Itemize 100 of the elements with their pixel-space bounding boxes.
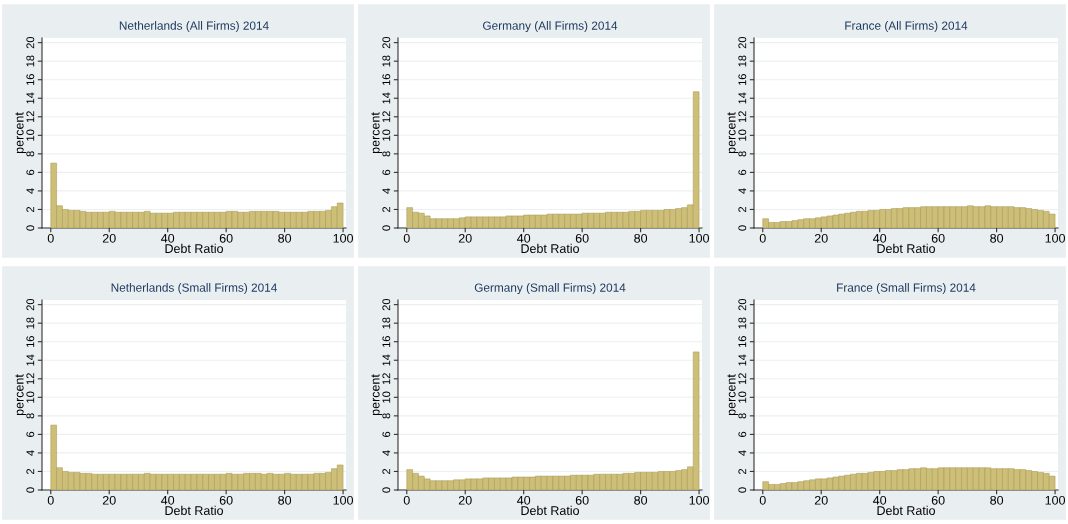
y-tick-label: 6 [26,169,35,175]
x-tick-label: 20 [458,495,472,505]
y-axis-title: percent [727,374,739,416]
y-tick-label: 20 [26,36,35,49]
y-tick-label: 16 [738,336,747,348]
y-tick-label: 10 [26,391,35,403]
y-tick-label: 12 [382,373,391,385]
y-tick-label: 2 [382,206,391,212]
y-tick-label: 6 [738,431,747,437]
y-axis-title: percent [727,112,739,154]
y-tick-label: 6 [26,431,35,437]
y-tick-label: 16 [738,74,747,86]
y-tick-label: 12 [26,373,35,385]
y-tick-label: 14 [738,354,747,366]
y-tick-label: 10 [382,129,391,141]
y-tick-label: 4 [382,188,391,194]
y-tick-label: 4 [382,450,391,456]
x-axis-title: Debt Ratio [877,243,936,253]
x-tick-label: 60 [931,495,945,505]
y-tick-label: 12 [738,111,747,123]
x-tick-label: 60 [575,233,589,243]
y-axis-title: percent [371,374,383,416]
y-tick-label: 4 [738,450,747,456]
y-tick-label: 20 [382,298,391,311]
y-tick-label: 8 [26,151,35,157]
y-tick-label: 10 [738,391,747,403]
y-tick-label: 4 [738,188,747,194]
x-tick-label: 0 [47,495,54,505]
y-tick-label: 18 [382,317,391,329]
y-tick-label: 12 [738,373,747,385]
x-tick-label: 20 [102,233,116,243]
y-axis-title: percent [371,112,383,154]
x-tick-label: 20 [102,495,116,505]
chart-title: Germany (Small Firms) 2014 [474,283,626,295]
y-tick-label: 10 [738,129,747,141]
chart-title: Netherlands (Small Firms) 2014 [111,283,277,295]
x-tick-label: 0 [403,495,410,505]
x-tick-label: 40 [161,233,175,243]
y-tick-label: 0 [382,487,391,493]
y-tick-label: 0 [738,487,747,493]
y-tick-label: 12 [382,111,391,123]
x-tick-label: 40 [517,495,531,505]
y-tick-label: 6 [382,169,391,175]
y-tick-label: 18 [738,55,747,67]
y-tick-label: 10 [26,129,35,141]
y-tick-label: 18 [738,317,747,329]
y-tick-label: 2 [738,468,747,474]
x-tick-label: 100 [689,495,710,505]
x-tick-label: 60 [931,233,945,243]
y-tick-label: 16 [382,336,391,348]
y-tick-label: 0 [738,225,747,231]
x-tick-label: 100 [1045,233,1066,243]
x-tick-label: 40 [161,495,175,505]
x-tick-label: 20 [814,233,828,243]
y-tick-label: 8 [382,151,391,157]
x-tick-label: 20 [458,233,472,243]
x-tick-label: 80 [634,495,648,505]
y-tick-label: 0 [26,487,35,493]
y-tick-label: 14 [382,354,391,366]
y-tick-label: 10 [382,391,391,403]
x-tick-label: 80 [278,233,292,243]
x-tick-label: 60 [219,495,233,505]
chart-title: Netherlands (All Firms) 2014 [119,21,269,33]
x-tick-label: 0 [47,233,54,243]
y-tick-label: 14 [26,92,35,104]
x-axis-title: Debt Ratio [521,505,580,515]
y-tick-label: 8 [738,413,747,419]
y-tick-label: 16 [382,74,391,86]
x-axis-title: Debt Ratio [521,243,580,253]
chart-title: France (Small Firms) 2014 [837,283,976,295]
x-axis-title: Debt Ratio [877,505,936,515]
y-tick-label: 2 [382,468,391,474]
x-tick-label: 40 [873,233,887,243]
x-tick-label: 40 [873,495,887,505]
y-tick-label: 20 [738,298,747,311]
y-tick-label: 14 [382,92,391,104]
x-tick-label: 100 [333,233,354,243]
x-tick-label: 80 [634,233,648,243]
y-tick-label: 0 [382,225,391,231]
y-tick-label: 8 [382,413,391,419]
y-axis-title: percent [15,112,27,154]
chart-title: Germany (All Firms) 2014 [483,21,618,33]
x-tick-label: 100 [689,233,710,243]
y-tick-label: 20 [26,298,35,311]
x-axis-title: Debt Ratio [165,243,224,253]
y-tick-label: 4 [26,450,35,456]
y-tick-label: 18 [26,317,35,329]
y-tick-label: 8 [26,413,35,419]
y-tick-label: 6 [738,169,747,175]
x-tick-label: 100 [1045,495,1066,505]
x-tick-label: 0 [759,495,766,505]
x-axis-title: Debt Ratio [165,505,224,515]
x-tick-label: 100 [333,495,354,505]
y-tick-label: 4 [26,188,35,194]
y-tick-label: 12 [26,111,35,123]
y-tick-label: 14 [738,92,747,104]
x-tick-label: 40 [517,233,531,243]
x-tick-label: 20 [814,495,828,505]
y-tick-label: 20 [382,36,391,49]
y-tick-label: 0 [26,225,35,231]
